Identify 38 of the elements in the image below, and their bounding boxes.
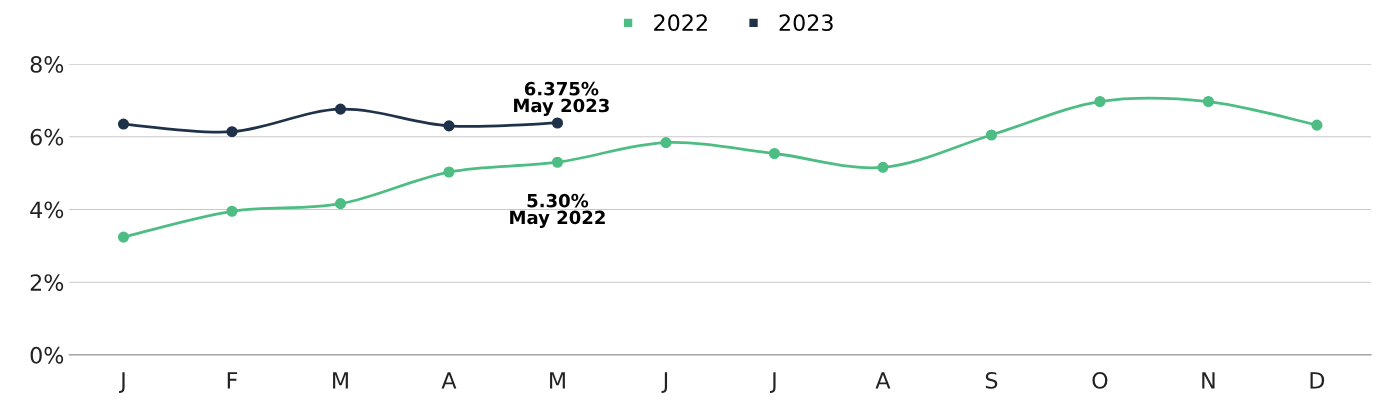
point (117, 118, 130, 130)
point (443, 166, 455, 178)
x-tick-label: O (1092, 371, 1108, 389)
x-tick-label: M (550, 372, 565, 389)
annotation: 5.30% May 2022 (510, 193, 605, 228)
point (877, 161, 889, 173)
point (985, 129, 997, 141)
point (226, 205, 238, 217)
x-tick-label: A (875, 372, 891, 389)
point (334, 198, 347, 210)
legend-label: 2022 (654, 14, 707, 32)
point (1202, 95, 1214, 108)
x-tick-label: S (985, 371, 998, 389)
x-tick-label: N (1202, 372, 1215, 389)
y-tick-label: 0% (30, 346, 64, 364)
x-tick-label: D (1310, 372, 1325, 389)
legend-label: 2023 (779, 14, 833, 32)
y-tick-label: 8% (30, 56, 64, 73)
x-tick-label: J (770, 372, 776, 393)
x-tick-label: J (119, 372, 125, 393)
y-tick-label: 2% (30, 274, 64, 291)
point (1311, 119, 1323, 131)
x-tick-label: J (661, 372, 668, 393)
x-tick-label: F (227, 372, 238, 389)
y-tick-label: 6% (30, 128, 64, 146)
x-tick-label: M (333, 372, 348, 389)
point (660, 137, 672, 149)
x-tick-label: A (441, 372, 457, 389)
point (226, 126, 238, 138)
annotation: 6.375% May 2023 (514, 81, 609, 116)
point (768, 147, 781, 160)
point (443, 120, 455, 132)
point (117, 231, 130, 243)
point (1094, 95, 1106, 108)
point (334, 103, 347, 115)
y-tick-label: 4% (30, 201, 64, 219)
point (551, 156, 564, 168)
point (551, 117, 564, 129)
